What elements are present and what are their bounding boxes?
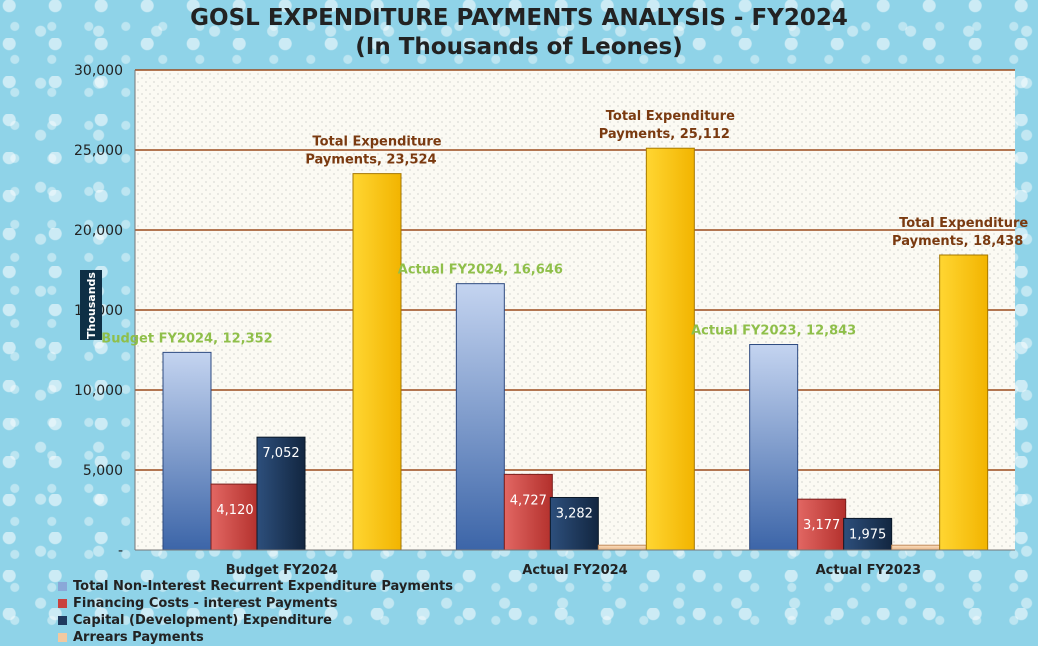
grid-lines (135, 69, 1015, 471)
bar-3-1 (597, 544, 647, 551)
bar-1-2 (797, 498, 847, 551)
bar-1-1 (503, 473, 553, 551)
bar-2-0 (256, 436, 306, 551)
total-data-label-line2: Payments, 23,524 (305, 153, 436, 168)
interest-data-label: 3,177 (803, 518, 840, 533)
legend-swatch (58, 633, 67, 642)
y-axis-label: Thousands (80, 270, 102, 340)
bar-0-0 (162, 351, 212, 551)
bar-3-2 (891, 544, 941, 551)
total-data-label-line1: Total Expenditure (312, 135, 441, 150)
capital-data-label: 1,975 (849, 527, 886, 542)
legend-label: Capital (Development) Expenditure (73, 613, 332, 628)
capital-data-label: 3,282 (556, 506, 593, 521)
y-tick-label: 25,000 (74, 143, 123, 159)
bar-4-1 (645, 147, 695, 551)
bar-group (162, 147, 989, 551)
bar-0-2 (749, 344, 799, 551)
bar-1-0 (210, 483, 260, 551)
recurrent-data-label: Actual FY2023, 12,843 (691, 324, 856, 339)
legend-label: Arrears Payments (73, 630, 204, 645)
bar-4-2 (939, 254, 989, 551)
total-data-label-line1: Total Expenditure (606, 109, 735, 124)
bar-2-2 (843, 517, 893, 551)
legend-item: Capital (Development) Expenditure (58, 612, 453, 629)
total-data-label-line1: Total Expenditure (899, 216, 1028, 231)
x-axis: Budget FY2024 Actual FY2024 Actual FY2023 (135, 549, 1015, 578)
legend-swatch (58, 582, 67, 591)
bar-0-1 (455, 283, 505, 551)
total-data-label-line2: Payments, 18,438 (892, 234, 1023, 249)
x-tick-label: Actual FY2024 (522, 563, 627, 578)
bar-4-0 (352, 173, 402, 551)
bar-2-1 (549, 496, 599, 551)
legend-label: Total Non-Interest Recurrent Expenditure… (73, 579, 453, 594)
y-tick-label: 5,000 (83, 463, 123, 479)
interest-data-label: 4,120 (216, 503, 253, 518)
x-tick-label: Actual FY2023 (816, 563, 921, 578)
legend-swatch (58, 616, 67, 625)
recurrent-data-label: Actual FY2024, 16,646 (398, 263, 563, 278)
legend-item: Total Non-Interest Recurrent Expenditure… (58, 578, 453, 595)
data-labels: Budget FY2024, 12,352 4,120 7,052 Total Exp… (101, 109, 1028, 542)
legend: Total Non-Interest Recurrent Expenditure… (58, 578, 453, 646)
legend-label: Financing Costs - interest Payments (73, 596, 338, 611)
recurrent-data-label: Budget FY2024, 12,352 (101, 331, 272, 346)
y-tick-label: 10,000 (74, 383, 123, 399)
chart-title: GOSL EXPENDITURE PAYMENTS ANALYSIS - FY2… (190, 5, 848, 31)
x-tick-label: Budget FY2024 (226, 563, 338, 578)
legend-swatch (58, 599, 67, 608)
interest-data-label: 4,727 (510, 493, 547, 508)
y-tick-label: 30,000 (74, 63, 123, 79)
y-tick-label: 20,000 (74, 223, 123, 239)
y-tick-label: - (118, 543, 123, 559)
capital-data-label: 7,052 (262, 446, 299, 461)
total-data-label-line2: Payments, 25,112 (599, 127, 730, 142)
legend-item: Arrears Payments (58, 629, 453, 646)
chart-subtitle: (In Thousands of Leones) (355, 34, 683, 60)
legend-item: Financing Costs - interest Payments (58, 595, 453, 612)
